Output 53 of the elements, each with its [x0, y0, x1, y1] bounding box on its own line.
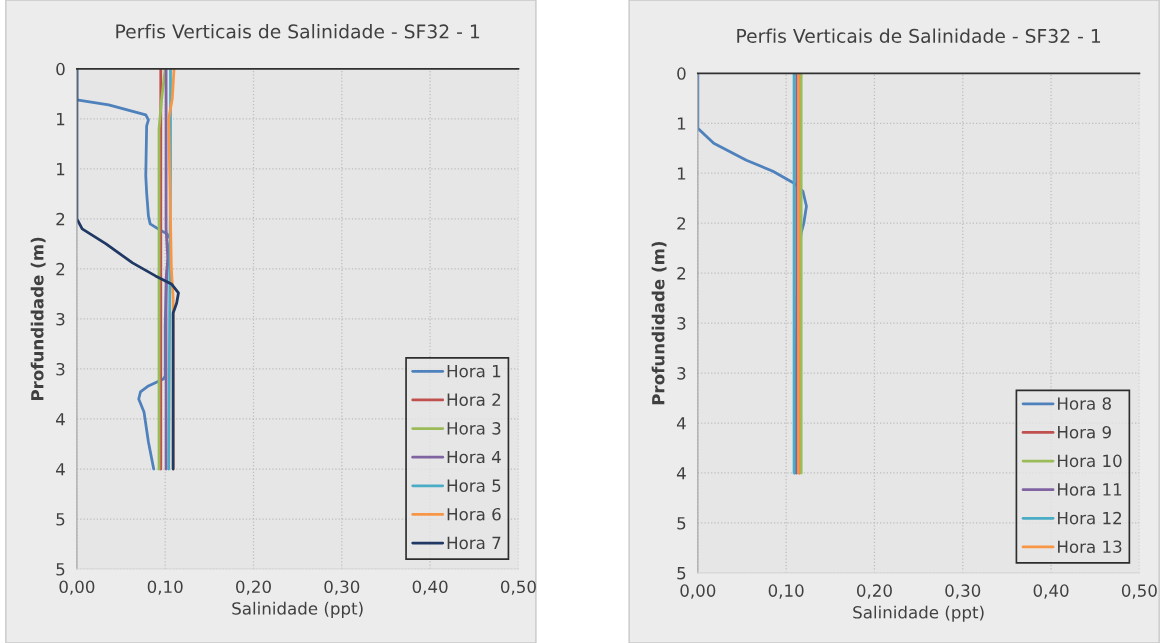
y-tick-label: 1	[677, 167, 686, 180]
legend-label: Hora 8	[1058, 397, 1111, 410]
x-axis-title: Salinidade (ppt)	[853, 605, 984, 622]
x-tick-label: 0,50	[500, 580, 536, 595]
legend-label: Hora 12	[1058, 511, 1122, 525]
legend-label: Hora 6	[447, 507, 501, 521]
x-tick-label: 0,20	[236, 580, 271, 595]
y-tick-label: 1	[677, 117, 686, 130]
y-tick-label: 1	[57, 163, 65, 176]
y-tick-label: 4	[676, 467, 686, 480]
x-axis-title: Salinidade (ppt)	[232, 601, 363, 618]
legend-label: Hora 11	[1058, 483, 1122, 496]
x-tick-label: 0,00	[59, 580, 95, 595]
y-tick-label: 5	[56, 513, 65, 526]
y-tick-label: 2	[56, 262, 65, 276]
chart-title: Perfis Verticais de Salinidade - SF32 - 1	[116, 24, 480, 39]
y-tick-label: 3	[56, 312, 65, 326]
chart-title: Perfis Verticais de Salinidade - SF32 - 1	[737, 28, 1101, 44]
x-tick-label: 0,00	[680, 584, 716, 599]
y-tick-label: 4	[676, 417, 686, 430]
y-tick-label: 3	[677, 367, 686, 380]
y-tick-label: 5	[56, 563, 65, 576]
x-tick-label: 0,30	[324, 580, 360, 595]
x-tick-label: 0,30	[945, 584, 981, 599]
y-tick-label: 3	[56, 362, 65, 376]
legend-label: Hora 4	[447, 450, 501, 464]
legend-label: Hora 13	[1058, 540, 1122, 554]
x-tick-label: 0,10	[768, 584, 804, 599]
y-axis-title: Profundidade (m)	[651, 241, 667, 405]
y-axis-title: Profundidade (m)	[30, 237, 46, 401]
y-tick-label: 1	[57, 113, 65, 126]
y-tick-label: 0	[56, 62, 65, 76]
x-tick-label: 0,10	[147, 580, 183, 595]
y-tick-label: 3	[677, 317, 686, 330]
x-tick-label: 0,50	[1121, 584, 1157, 599]
y-tick-label: 4	[55, 463, 65, 476]
y-tick-label: 5	[677, 567, 686, 580]
legend-label: Hora 2	[447, 393, 501, 407]
y-tick-label: 2	[56, 212, 65, 226]
y-tick-label: 2	[677, 217, 686, 230]
legend-label: Hora 3	[447, 422, 501, 435]
y-tick-label: 5	[677, 517, 686, 530]
x-tick-label: 0,20	[856, 584, 892, 599]
legend-label: Hora 1	[447, 364, 501, 378]
x-tick-label: 0,40	[1033, 584, 1069, 599]
y-tick-label: 4	[55, 413, 65, 426]
y-tick-label: 2	[677, 267, 686, 280]
x-tick-label: 0,40	[412, 580, 448, 595]
legend-label: Hora 7	[447, 536, 501, 550]
legend-label: Hora 9	[1058, 425, 1111, 439]
legend-label: Hora 10	[1058, 454, 1122, 468]
y-tick-label: 0	[677, 67, 686, 80]
legend-label: Hora 5	[447, 479, 501, 492]
